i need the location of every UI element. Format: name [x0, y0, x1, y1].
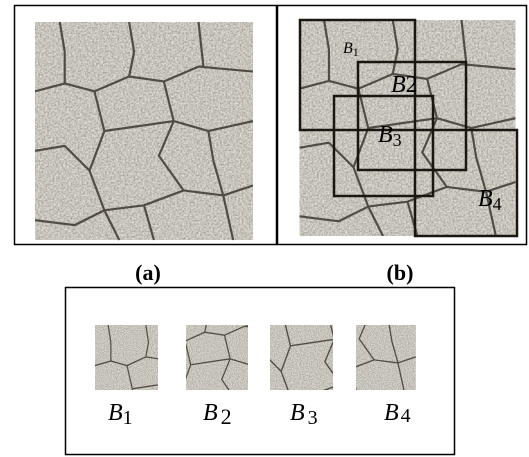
block-label: B2 [391, 72, 418, 98]
label-index: 1 [353, 45, 359, 59]
label-index: 3 [393, 130, 402, 150]
caption: (a) [135, 260, 161, 285]
texture-image [35, 22, 253, 240]
crop-label: B1 [108, 400, 133, 429]
label-index: 2 [221, 404, 232, 429]
figure: B1 B2 B3 B4 (a) (b) B1 B2 B3 B4 [0, 0, 529, 457]
caption: (b) [387, 260, 414, 285]
label-letter: B [290, 400, 305, 426]
label-index: 4 [401, 405, 411, 427]
label-index: 1 [123, 407, 133, 429]
label-index: 3 [308, 407, 318, 429]
label-letter: B [108, 400, 123, 426]
label-index: 4 [493, 194, 502, 214]
label-letter: B [378, 122, 393, 148]
label-index: 2 [406, 72, 418, 98]
label-letter: B [391, 72, 406, 98]
label-letter: B [343, 40, 353, 57]
label-letter: B [478, 186, 493, 212]
label-letter: B [384, 400, 399, 426]
label-letter: B [203, 400, 218, 426]
